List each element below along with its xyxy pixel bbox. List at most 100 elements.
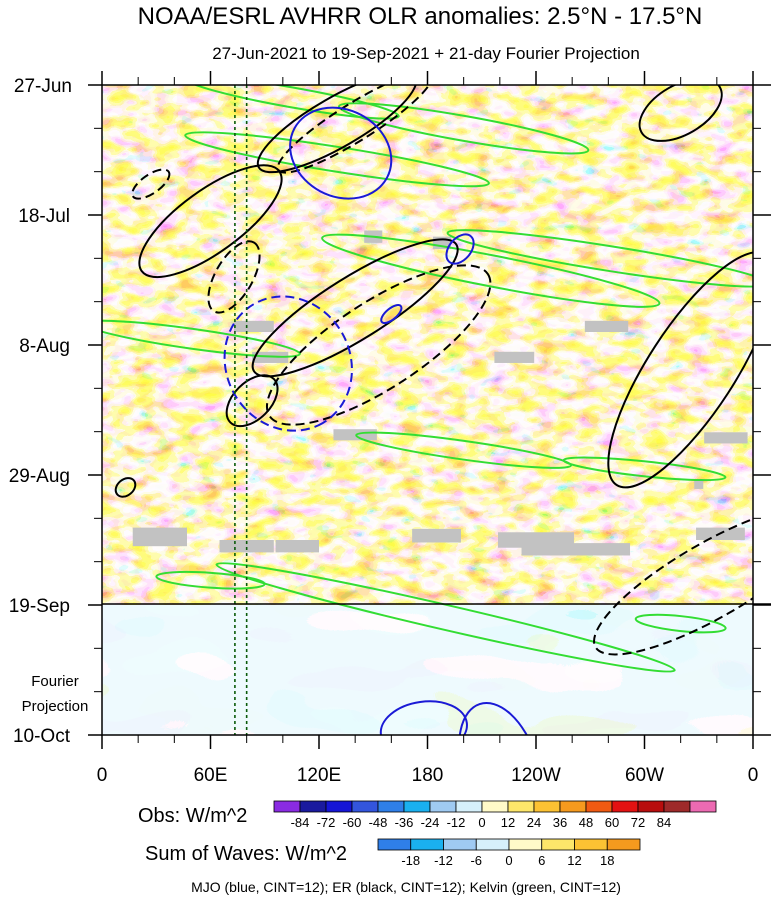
kelvin-contour (184, 85, 400, 120)
er-contour (256, 85, 418, 174)
colorbar-swatch (585, 800, 613, 813)
missing-data-block (132, 527, 187, 547)
waves-colorbar: -18 -12 -6 0 6 12 18 (377, 838, 641, 868)
x-tick-label: 180 (412, 765, 444, 786)
colorbar-tick-label: 24 (527, 815, 541, 830)
colorbar-tick-label: -36 (395, 815, 414, 830)
projection-label-line-2: Projection (22, 698, 89, 715)
er-contour (138, 164, 283, 279)
kelvin-contour (355, 431, 573, 469)
colorbar-swatch (455, 800, 483, 813)
colorbar-tick-label: -18 (401, 853, 420, 868)
colorbar-tick-label: 72 (631, 815, 645, 830)
colorbar-swatch (507, 800, 535, 813)
x-tick-label: 120E (297, 765, 341, 786)
colorbar-swatch (533, 800, 561, 813)
kelvin-contour (337, 102, 590, 155)
colorbar-swatch (689, 800, 717, 813)
y-tick-label: 8-Aug (19, 336, 70, 357)
x-tick-label: 0 (748, 765, 759, 786)
colorbar-swatch (541, 838, 575, 851)
y-tick-label: 29-Aug (9, 466, 70, 487)
colorbar-swatch (403, 800, 431, 813)
colorbar-swatch (351, 800, 379, 813)
obs-colorbar-label: Obs: W/m^2 (138, 805, 247, 827)
colorbar-swatch (377, 800, 405, 813)
mjo-contour (380, 304, 403, 325)
colorbar-tick-label: 0 (505, 853, 512, 868)
colorbar-tick-label: 6 (538, 853, 545, 868)
colorbar-tick-label: 12 (501, 815, 515, 830)
chart-subtitle: 27-Jun-2021 to 19-Sep-2021 + 21-day Four… (212, 44, 640, 63)
x-axis: 0 60E 120E 180 120W 60W 0 (97, 71, 759, 786)
colorbar-tick-label: 60 (605, 815, 619, 830)
projection-label-line-1: Fourier (31, 673, 79, 690)
er-contour (131, 168, 171, 200)
y-tick-label: 18-Jul (18, 206, 70, 227)
missing-data-block (494, 351, 535, 363)
colorbar-swatch (410, 838, 444, 851)
waves-colorbar-label: Sum of Waves: W/m^2 (145, 843, 347, 865)
colorbar-swatch (377, 838, 412, 851)
x-tick-label: 60E (194, 765, 228, 786)
missing-data-block (234, 320, 274, 332)
colorbar-tick-label: 84 (657, 815, 671, 830)
colorbar-swatch (606, 838, 641, 851)
colorbar-tick-label: 18 (600, 853, 614, 868)
missing-data-block (694, 479, 704, 489)
colorbar-swatch (481, 800, 509, 813)
y-tick-label: 19-Sep (9, 596, 70, 617)
colorbar-tick-label: -84 (291, 815, 310, 830)
x-tick-label: 60W (625, 765, 664, 786)
colorbar-tick-label: -12 (434, 853, 453, 868)
colorbar-swatch (637, 800, 665, 813)
colorbar-tick-label: 0 (478, 815, 485, 830)
mjo-contour (445, 233, 475, 265)
colorbar-swatch (663, 800, 691, 813)
colorbar-tick-label: -12 (447, 815, 466, 830)
kelvin-contour (634, 613, 727, 634)
er-contour (114, 477, 137, 498)
colorbar-swatch (559, 800, 587, 813)
kelvin-contour (446, 229, 753, 288)
x-tick-label: 120W (511, 765, 561, 786)
y-tick-label: 27-Jun (14, 76, 72, 97)
wave-contours (102, 85, 753, 735)
er-contour (251, 238, 459, 378)
er-contour (593, 504, 753, 656)
colorbar-swatch (611, 800, 639, 813)
missing-data-block (704, 432, 748, 444)
missing-data-block (333, 429, 377, 441)
kelvin-contour (562, 456, 727, 482)
colorbar-tick-label: 12 (567, 853, 581, 868)
mjo-contour (289, 106, 393, 200)
colorbar-tick-label: 36 (553, 815, 567, 830)
missing-data-block (219, 540, 274, 553)
x-tick-label: 0 (97, 765, 108, 786)
colorbar-tick-label: -24 (421, 815, 440, 830)
plot-area (102, 85, 753, 735)
colorbar-swatch (574, 838, 608, 851)
y-axis: 27-Jun 18-Jul 8-Aug 29-Aug 19-Sep 10-Oct (9, 76, 771, 747)
missing-data-block (521, 543, 631, 556)
colorbar-swatch (273, 800, 301, 813)
colorbar-tick-label: -48 (369, 815, 388, 830)
obs-colorbar: -84 -72 -60 -48 -36 -24 -12 0 12 24 36 48 60 72 84 (273, 800, 717, 830)
er-contour (607, 251, 753, 489)
kelvin-contour (184, 131, 490, 188)
er-contour (207, 240, 261, 314)
colorbar-tick-label: -60 (343, 815, 362, 830)
contour-legend: MJO (blue, CINT=12); ER (black, CINT=12)… (191, 879, 621, 895)
y-tick-label: 10-Oct (13, 726, 71, 747)
colorbar-tick-label: 48 (579, 815, 593, 830)
er-contour (225, 374, 279, 428)
reference-lines (234, 85, 248, 735)
missing-data-blocks (132, 230, 748, 556)
colorbar-swatch (475, 838, 510, 851)
er-contour (638, 85, 723, 142)
mjo-contour (223, 295, 353, 432)
missing-data-block (584, 320, 629, 332)
missing-data-block (275, 540, 319, 553)
colorbar-swatch (299, 800, 327, 813)
